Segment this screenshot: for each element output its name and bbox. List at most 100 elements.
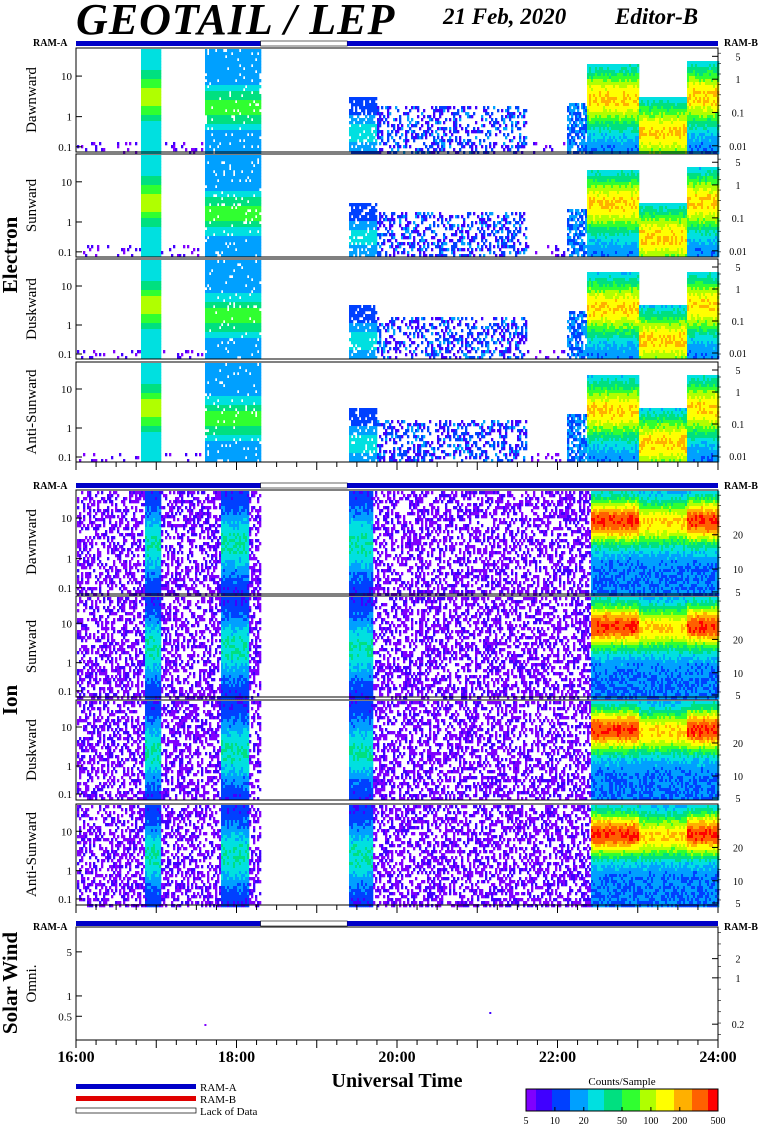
heatmap-cell [371,97,374,101]
heatmap-cell [591,148,594,152]
heatmap-cell [227,215,230,219]
heatmap-cell [627,79,630,83]
heatmap-cell [217,239,220,243]
heatmap-cell [223,106,226,110]
heatmap-cell [231,118,234,122]
heatmap-cell [205,94,208,98]
heatmap-cell [243,130,246,134]
heatmap-cell [249,127,252,131]
heatmap-cell [235,227,238,231]
heatmap-cell [637,115,640,119]
heatmap-cell [593,85,596,89]
heatmap-cell [603,97,606,101]
heatmap-cell [255,118,258,122]
heatmap-cell [599,97,602,101]
heatmap-cell [249,88,252,92]
heatmap-cell [501,145,504,149]
heatmap-cell [661,142,664,146]
heatmap-cell [205,158,208,162]
heatmap-cell [143,121,146,125]
heatmap-cell [143,76,146,80]
heatmap-cell [153,91,156,95]
heatmap-cell [593,88,596,92]
heatmap-cell [145,94,148,98]
heatmap-cell [251,121,254,125]
heatmap-cell [231,185,234,189]
heatmap-cell [159,242,162,246]
heatmap-cell [205,127,208,131]
heatmap-cell [489,145,492,149]
heatmap-cell [149,206,152,210]
heatmap-cell [677,106,680,110]
heatmap-cell [645,121,648,125]
heatmap-cell [697,85,700,89]
heatmap-cell [255,139,258,143]
heatmap-cell [219,148,222,152]
heatmap-cell [223,100,226,104]
heatmap-cell [145,233,148,237]
heatmap-cell [591,136,594,140]
heatmap-cell [697,148,700,152]
heatmap-cell [631,67,634,71]
heatmap-cell [607,106,610,110]
heatmap-cell [689,112,692,116]
heatmap-cell [215,142,218,146]
heatmap-cell [667,133,670,137]
heatmap-cell [255,79,258,83]
heatmap-cell [371,142,374,146]
heatmap-cell [253,155,256,159]
heatmap-cell [91,142,94,146]
heatmap-cell [587,76,590,80]
heatmap-cell [633,103,636,107]
heatmap-cell [441,139,444,143]
heatmap-cell [149,64,152,68]
heatmap-cell [665,136,668,140]
heatmap-cell [569,130,572,134]
heatmap-cell [603,133,606,137]
heatmap-cell [141,182,144,186]
heatmap-cell [355,97,358,101]
heatmap-cell [241,251,244,255]
heatmap-cell [591,124,594,128]
heatmap-cell [229,173,232,177]
heatmap-cell [439,148,442,152]
heatmap-cell [697,106,700,110]
heatmap-cell [525,136,528,140]
heatmap-cell [613,124,616,128]
heatmap-cell [223,115,226,119]
heatmap-cell [631,88,634,92]
heatmap-cell [233,245,236,249]
heatmap-cell [379,118,382,122]
heatmap-cell [357,115,360,119]
heatmap-cell [599,118,602,122]
heatmap-cell [155,215,158,219]
heatmap-cell [697,133,700,137]
heatmap-cell [205,218,208,222]
heatmap-cell [247,227,250,231]
heatmap-cell [219,242,222,246]
heatmap-cell [639,100,642,104]
heatmap-cell [215,188,218,192]
heatmap-cell [603,136,606,140]
heatmap-cell [689,91,692,95]
heatmap-cell [219,164,222,168]
heatmap-cell [707,73,710,77]
heatmap-cell [235,254,238,258]
heatmap-cell [639,118,642,122]
heatmap-cell [155,254,158,258]
heatmap-cell [223,221,226,225]
heatmap-cell [235,82,238,86]
heatmap-cell [215,112,218,116]
heatmap-cell [151,127,154,131]
heatmap-cell [621,115,624,119]
heatmap-cell [209,124,212,128]
heatmap-cell [223,91,226,95]
heatmap-cell [589,130,592,134]
heatmap-cell [241,112,244,116]
heatmap-cell [453,130,456,134]
heatmap-cell [211,164,214,168]
heatmap-cell [241,130,244,134]
heatmap-cell [253,97,256,101]
heatmap-cell [217,121,220,125]
heatmap-cell [151,167,154,171]
